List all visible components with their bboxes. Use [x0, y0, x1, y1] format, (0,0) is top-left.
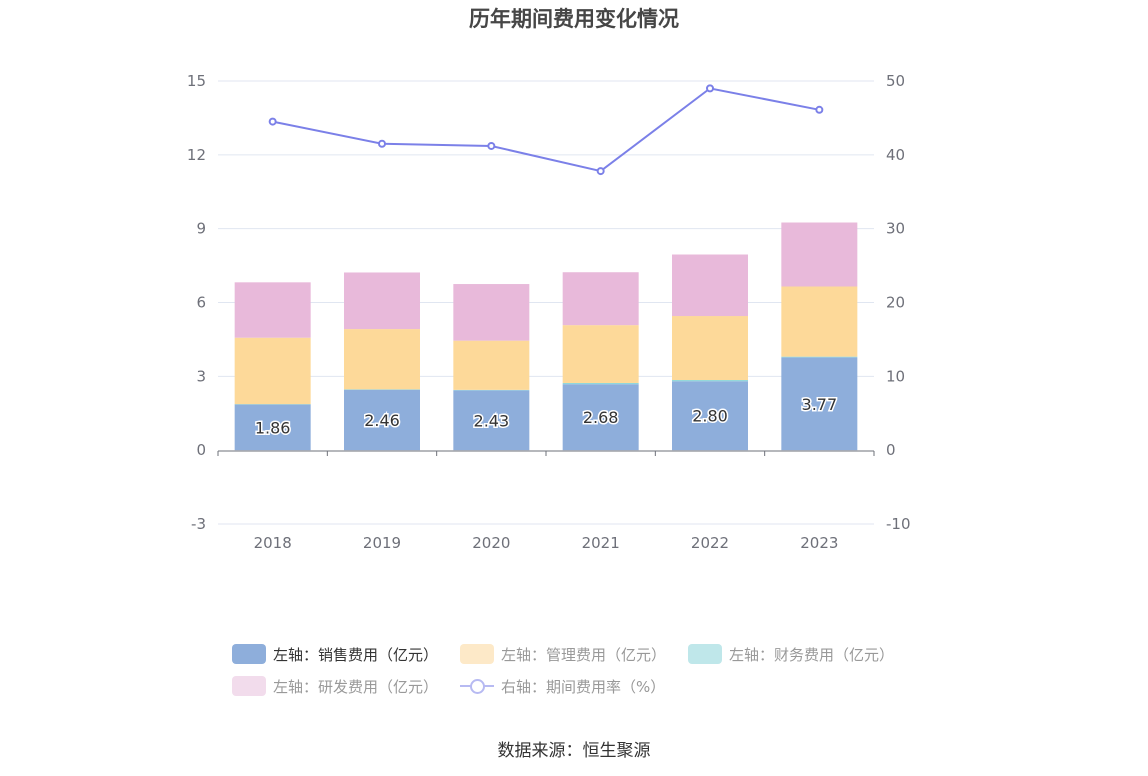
- bar-admin-2018: [234, 337, 311, 405]
- legend-label-admin: 左轴：管理费用（亿元）: [501, 645, 667, 664]
- bar-sales-2022: [672, 381, 748, 451]
- legend-row-1: 左轴：销售费用（亿元） 左轴：管理费用（亿元） 左轴：财务费用（亿元）: [232, 638, 932, 670]
- chart-canvas: 15 50 12 40 9 30 6 20 3 10 0 0 -3 -10 2018 2019 2020 2021…: [187, 72, 911, 552]
- legend-label-finance: 左轴：财务费用（亿元）: [729, 645, 895, 664]
- line-point-2023: [815, 105, 824, 114]
- bar-admin-2019: [344, 329, 420, 390]
- bar-finance-2020: [453, 389, 530, 391]
- bar-sales-2023: [781, 357, 858, 451]
- data-label-sales: 3.77: [802, 395, 838, 414]
- bar-rnd-2023: [781, 222, 858, 287]
- bar-sales-2020: [453, 390, 530, 451]
- y-left-tick-label: 12: [187, 146, 206, 164]
- line-point-2019: [378, 139, 386, 148]
- legend-label-expense-rate: 右轴：期间费用率（%）: [501, 677, 666, 696]
- legend-item-finance[interactable]: 左轴：财务费用（亿元）: [688, 644, 894, 665]
- legend-swatch-finance: [688, 644, 723, 664]
- x-tick-label: 2018: [254, 534, 292, 552]
- bar-finance-2023: [781, 356, 858, 358]
- bar-sales-2021: [562, 384, 639, 451]
- bar-finance-2019: [344, 389, 420, 390]
- chart-title: 历年期间费用变化情况: [469, 7, 679, 31]
- x-tick-label: 2021: [582, 534, 620, 552]
- legend-swatch-sales: [232, 644, 266, 664]
- bar-finance-2021: [562, 382, 639, 385]
- line-point-2018: [268, 117, 277, 126]
- bar-finance-2018: [234, 404, 311, 405]
- bar-rnd-2018: [234, 282, 311, 338]
- y-left-tick-label: 6: [196, 294, 206, 312]
- y-right-tick-label: 20: [886, 294, 905, 312]
- bar-admin-2023: [781, 286, 858, 357]
- y-left-tick-label: 0: [196, 441, 206, 459]
- y-right-tick-label: 30: [886, 220, 905, 238]
- legend-item-admin[interactable]: 左轴：管理费用（亿元）: [460, 644, 666, 665]
- data-label-sales: 2.68: [583, 408, 619, 427]
- y-right-tick-label: 40: [886, 146, 905, 164]
- line-point-2020: [487, 141, 496, 150]
- x-tick-label: 2019: [363, 534, 401, 552]
- data-label-sales: 2.46: [364, 411, 400, 430]
- data-label-sales: 2.43: [474, 411, 510, 430]
- legend-line-swatch-rate: [460, 676, 495, 696]
- bar-sales-2019: [344, 389, 420, 451]
- y-left-tick-label: -3: [191, 515, 206, 533]
- bar-rnd-2022: [672, 254, 748, 317]
- bar-sales-2018: [234, 404, 311, 451]
- bar-admin-2021: [562, 325, 639, 383]
- legend-swatch-admin: [460, 644, 495, 664]
- legend-swatch-rnd: [232, 676, 266, 696]
- x-tick-label: 2020: [472, 534, 510, 552]
- chart-legend: 左轴：销售费用（亿元） 左轴：管理费用（亿元） 左轴：财务费用（亿元） 左轴：研…: [232, 638, 932, 702]
- legend-item-expense-rate[interactable]: 右轴：期间费用率（%）: [460, 676, 665, 697]
- line-point-2021: [596, 167, 605, 176]
- legend-item-rnd[interactable]: 左轴：研发费用（亿元）: [232, 676, 438, 697]
- y-right-tick-label: 0: [886, 441, 896, 459]
- legend-line-marker-icon: [470, 679, 486, 694]
- y-left-tick-label: 3: [196, 367, 206, 385]
- x-tick-label: 2022: [691, 534, 729, 552]
- y-right-tick-label: -10: [886, 515, 911, 533]
- line-expense-rate: [272, 87, 820, 173]
- bar-admin-2020: [453, 340, 530, 390]
- legend-row-2: 左轴：研发费用（亿元） 右轴：期间费用率（%）: [232, 670, 932, 702]
- bar-rnd-2020: [453, 284, 530, 341]
- legend-label-sales: 左轴：销售费用（亿元）: [273, 645, 439, 664]
- bar-admin-2022: [672, 316, 748, 381]
- bar-rnd-2021: [562, 272, 639, 326]
- x-tick-label: 2023: [800, 534, 838, 552]
- y-left-tick-label: 15: [187, 72, 206, 90]
- data-label-sales: 1.86: [255, 418, 291, 437]
- y-right-tick-label: 50: [886, 72, 905, 90]
- bar-rnd-2019: [344, 272, 420, 330]
- data-label-sales: 2.80: [692, 407, 728, 426]
- data-source-note: 数据来源：恒生聚源: [497, 741, 651, 761]
- y-left-tick-label: 9: [196, 220, 206, 238]
- legend-item-sales[interactable]: 左轴：销售费用（亿元）: [232, 644, 438, 665]
- bar-finance-2022: [672, 380, 748, 382]
- y-right-tick-label: 10: [886, 367, 905, 385]
- line-point-2022: [706, 84, 714, 93]
- legend-label-rnd: 左轴：研发费用（亿元）: [273, 677, 439, 696]
